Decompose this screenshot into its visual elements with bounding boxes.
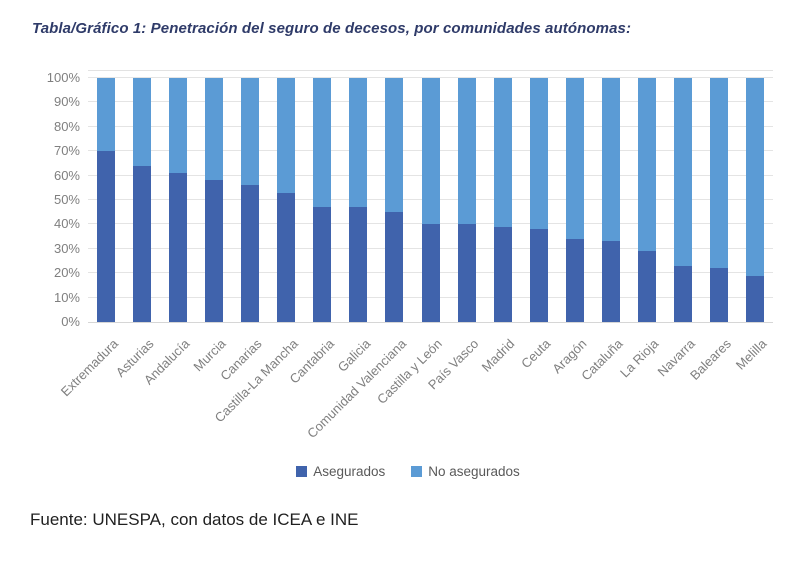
gridline-100 xyxy=(88,77,773,78)
legend: Asegurados No asegurados xyxy=(30,464,786,479)
segment-no-asegurados xyxy=(277,78,296,193)
bar-ceuta xyxy=(529,78,548,322)
bar-madrid xyxy=(493,78,512,322)
segment-asegurados xyxy=(745,275,764,322)
segment-no-asegurados xyxy=(421,78,440,225)
segment-asegurados xyxy=(313,207,332,322)
segment-asegurados xyxy=(421,224,440,322)
y-tick-0: 0% xyxy=(61,314,80,329)
plot-area xyxy=(88,77,773,323)
y-tick-80: 80% xyxy=(53,118,80,134)
y-tick-60: 60% xyxy=(53,167,80,183)
gridline-0 xyxy=(88,322,773,323)
x-tick-melilla: Melilla xyxy=(732,336,770,373)
segment-asegurados xyxy=(133,165,152,322)
bar-aragón xyxy=(565,78,584,322)
asegurados-swatch-icon xyxy=(296,466,308,477)
y-tick-20: 20% xyxy=(53,265,80,281)
x-tick-extremadura: Extremadura xyxy=(57,336,121,400)
bar-comunidad-valenciana xyxy=(385,78,404,322)
bar-cataluña xyxy=(601,78,620,322)
y-tick-70: 70% xyxy=(53,143,80,159)
y-tick-10: 10% xyxy=(53,289,80,305)
legend-label-no-asegurados: No asegurados xyxy=(428,464,520,479)
segment-no-asegurados xyxy=(169,78,188,174)
segment-asegurados xyxy=(349,207,368,322)
legend-label-asegurados: Asegurados xyxy=(313,464,386,479)
segment-no-asegurados xyxy=(205,78,224,181)
y-tick-50: 50% xyxy=(53,192,80,207)
segment-asegurados xyxy=(241,185,260,322)
bar-castilla-y-león xyxy=(421,78,440,322)
bar-cantabria xyxy=(313,78,332,322)
bar-navarra xyxy=(673,78,692,322)
segment-no-asegurados xyxy=(313,78,332,208)
bar-galicia xyxy=(349,78,368,322)
source-note: Fuente: UNESPA, con datos de ICEA e INE xyxy=(30,510,359,529)
segment-no-asegurados xyxy=(745,78,764,276)
segment-no-asegurados xyxy=(349,78,368,208)
x-tick-la-rioja: La Rioja xyxy=(617,336,662,381)
y-tick-30: 30% xyxy=(53,240,80,256)
segment-no-asegurados xyxy=(529,78,548,230)
bar-canarias xyxy=(241,78,260,322)
legend-item-asegurados: Asegurados xyxy=(296,464,385,479)
legend-item-no-asegurados: No asegurados xyxy=(411,464,520,479)
segment-asegurados xyxy=(385,212,404,322)
bar-andalucía xyxy=(169,78,188,322)
segment-no-asegurados xyxy=(457,78,476,225)
segment-no-asegurados xyxy=(601,78,620,242)
segment-no-asegurados xyxy=(97,78,116,152)
segment-asegurados xyxy=(529,229,548,322)
chart-area: 0% 10% 20% 30% 40% 50% 60% 70% 80% 90% 100% Extrem… xyxy=(30,62,786,505)
segment-no-asegurados xyxy=(709,78,728,269)
y-tick-100: 100% xyxy=(46,70,80,85)
segment-asegurados xyxy=(709,268,728,322)
bar-extremadura xyxy=(97,78,116,322)
segment-asegurados xyxy=(673,265,692,322)
y-tick-90: 90% xyxy=(53,94,80,110)
bar-asturias xyxy=(133,78,152,322)
segment-asegurados xyxy=(277,192,296,322)
segment-no-asegurados xyxy=(133,78,152,166)
bar-país-vasco xyxy=(457,78,476,322)
segment-no-asegurados xyxy=(241,78,260,186)
no-asegurados-swatch-icon xyxy=(411,466,423,477)
segment-asegurados xyxy=(637,251,656,322)
bar-la-rioja xyxy=(637,78,656,322)
segment-asegurados xyxy=(97,151,116,322)
segment-asegurados xyxy=(457,224,476,322)
segment-no-asegurados xyxy=(565,78,584,240)
bar-murcia xyxy=(205,78,224,322)
segment-no-asegurados xyxy=(385,78,404,213)
segment-asegurados xyxy=(205,180,224,322)
x-tick-madrid: Madrid xyxy=(478,336,518,375)
bar-baleares xyxy=(709,78,728,322)
y-tick-40: 40% xyxy=(53,216,80,232)
segment-no-asegurados xyxy=(637,78,656,252)
bar-melilla xyxy=(745,78,764,322)
chart-title: Tabla/Gráfico 1: Penetración del seguro … xyxy=(32,20,632,37)
segment-asegurados xyxy=(601,241,620,322)
segment-asegurados xyxy=(493,226,512,322)
segment-asegurados xyxy=(565,239,584,322)
segment-no-asegurados xyxy=(493,78,512,227)
chart-border-top xyxy=(88,70,773,71)
x-tick-ceuta: Ceuta xyxy=(518,336,554,372)
segment-no-asegurados xyxy=(673,78,692,266)
bar-castilla-la-mancha xyxy=(277,78,296,322)
segment-asegurados xyxy=(169,173,188,322)
